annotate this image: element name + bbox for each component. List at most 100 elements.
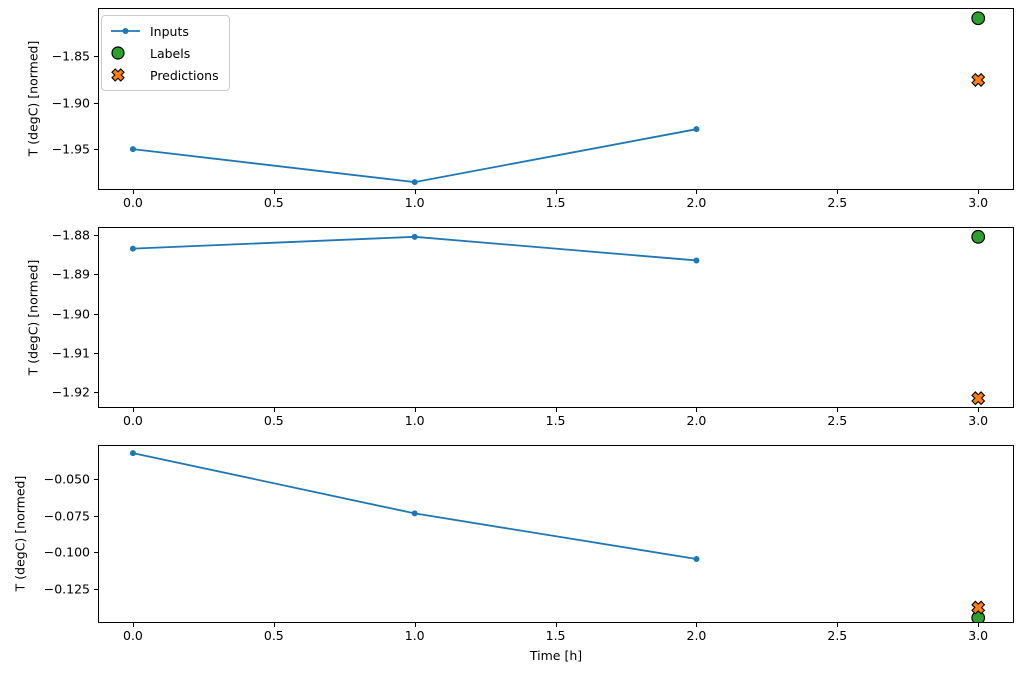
predictions-marker xyxy=(971,391,986,406)
x-tick-mark xyxy=(837,408,839,412)
legend-label-predictions: Predictions xyxy=(150,67,219,83)
x-tick-mark xyxy=(555,190,557,194)
x-tick-mark xyxy=(837,623,839,627)
legend: Inputs Labels Predictions xyxy=(101,15,230,91)
x-tick-mark xyxy=(696,623,698,627)
x-tick-mark xyxy=(273,623,275,627)
x-tick-label: 1.0 xyxy=(404,413,425,428)
x-tick-label: 1.5 xyxy=(545,628,566,643)
x-tick-label: 3.0 xyxy=(968,195,989,210)
y-tick-label: −0.125 xyxy=(43,581,90,597)
x-tick-label: 0.5 xyxy=(263,195,284,210)
y-tick-mark xyxy=(94,149,98,151)
inputs-marker xyxy=(411,233,418,240)
y-tick-label: −1.92 xyxy=(51,384,90,400)
inputs-line xyxy=(132,452,697,560)
inputs-marker xyxy=(129,450,136,457)
inputs-line-icon xyxy=(111,28,140,34)
y-tick-label: −1.89 xyxy=(51,266,90,282)
y-tick-mark xyxy=(94,352,98,354)
y-tick-mark xyxy=(94,102,98,104)
subplot-1-axes xyxy=(98,8,1014,190)
x-tick-label: 0.5 xyxy=(263,413,284,428)
subplot-3-axes xyxy=(98,445,1014,623)
labels-marker xyxy=(971,11,986,26)
y-tick-mark xyxy=(94,56,98,58)
x-tick-mark xyxy=(132,190,134,194)
y-tick-mark xyxy=(94,478,98,480)
x-tick-mark xyxy=(273,408,275,412)
x-tick-label: 0.0 xyxy=(122,195,143,210)
x-tick-mark xyxy=(132,408,134,412)
chart-canvas-1 xyxy=(129,11,986,186)
x-tick-label: 1.0 xyxy=(404,628,425,643)
inputs-marker xyxy=(693,126,700,133)
chart-canvas-3 xyxy=(129,450,986,622)
x-tick-label: 2.5 xyxy=(827,413,848,428)
x-tick-mark xyxy=(978,408,980,412)
subplot-2-axes xyxy=(98,227,1014,408)
legend-item-predictions: Predictions xyxy=(109,65,219,85)
legend-item-inputs: Inputs xyxy=(109,21,219,41)
x-tick-label: 3.0 xyxy=(968,628,989,643)
x-tick-mark xyxy=(978,190,980,194)
x-tick-mark xyxy=(132,623,134,627)
x-tick-label: 2.5 xyxy=(827,628,848,643)
y-tick-mark xyxy=(94,589,98,591)
inputs-line xyxy=(132,128,697,184)
x-tick-label: 2.0 xyxy=(686,195,707,210)
x-tick-label: 0.0 xyxy=(122,628,143,643)
y-tick-label: −1.85 xyxy=(51,48,90,64)
labels-marker xyxy=(971,610,986,622)
y-tick-mark xyxy=(94,552,98,554)
y-tick-label: −0.075 xyxy=(43,508,90,524)
x-tick-label: 0.5 xyxy=(263,628,284,643)
predictions-marker xyxy=(971,600,986,615)
legend-label-labels: Labels xyxy=(150,45,191,61)
x-tick-mark xyxy=(273,190,275,194)
y-tick-mark xyxy=(94,515,98,517)
x-tick-label: 1.5 xyxy=(545,413,566,428)
x-tick-mark xyxy=(555,623,557,627)
x-tick-mark xyxy=(414,408,416,412)
predictions-marker xyxy=(971,72,986,87)
chart-canvas-2 xyxy=(129,229,986,406)
inputs-marker xyxy=(129,146,136,153)
y-tick-label: −0.050 xyxy=(43,471,90,487)
y-tick-label: −1.91 xyxy=(51,345,90,361)
x-tick-label: 1.5 xyxy=(545,195,566,210)
x-tick-mark xyxy=(555,408,557,412)
x-tick-mark xyxy=(978,623,980,627)
inputs-marker xyxy=(129,245,136,252)
inputs-marker xyxy=(411,179,418,186)
y-tick-mark xyxy=(94,392,98,394)
x-tick-label: 2.0 xyxy=(686,628,707,643)
y-tick-label: −0.100 xyxy=(43,544,90,560)
x-axis-label: Time [h] xyxy=(529,648,583,663)
y-tick-mark xyxy=(94,313,98,315)
y-tick-mark xyxy=(94,234,98,236)
x-tick-label: 2.5 xyxy=(827,195,848,210)
y-tick-label: −1.95 xyxy=(51,141,90,157)
y-tick-label: −1.90 xyxy=(51,306,90,322)
x-tick-mark xyxy=(696,408,698,412)
inputs-marker xyxy=(411,510,418,517)
legend-item-labels: Labels xyxy=(109,43,219,63)
x-tick-label: 2.0 xyxy=(686,413,707,428)
x-tick-mark xyxy=(414,623,416,627)
x-tick-mark xyxy=(837,190,839,194)
x-tick-label: 3.0 xyxy=(968,413,989,428)
y-tick-label: −1.90 xyxy=(51,95,90,111)
labels-marker xyxy=(971,229,986,244)
x-tick-label: 1.0 xyxy=(404,195,425,210)
inputs-marker xyxy=(693,556,700,563)
y-tick-mark xyxy=(94,274,98,276)
inputs-line xyxy=(132,235,697,262)
inputs-marker xyxy=(693,257,700,264)
x-tick-label: 0.0 xyxy=(122,413,143,428)
labels-circle-icon xyxy=(111,46,125,60)
x-tick-mark xyxy=(696,190,698,194)
legend-label-inputs: Inputs xyxy=(150,23,189,39)
predictions-x-icon xyxy=(111,68,125,82)
